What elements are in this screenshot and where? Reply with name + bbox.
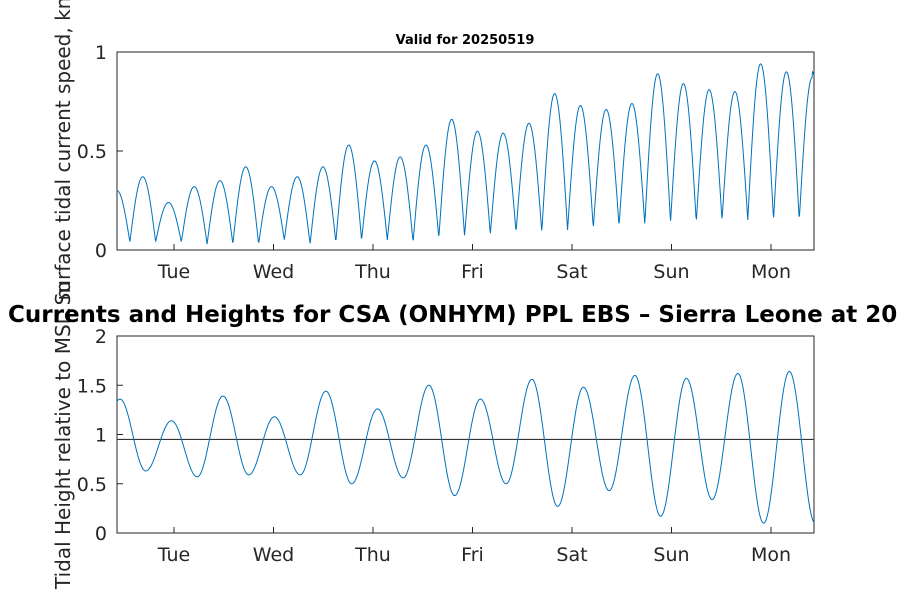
current-speed-x-tick-label: Fri: [461, 261, 484, 283]
tidal-height-x-tick-label: Fri: [461, 544, 484, 566]
tidal-height-x-tick-label: Tue: [157, 544, 190, 566]
current-speed-y-tick-label: 0.5: [77, 141, 107, 163]
tidal-height-x-tick-label: Sat: [556, 544, 587, 566]
tidal-height-y-tick-label: 1.5: [77, 375, 107, 397]
tidal-height-y-label: Tidal Height relative to MSL, m: [51, 281, 75, 590]
tidal-height-x-tick-label: Sun: [653, 544, 689, 566]
tidal-height-subplot: 0 0.5 1 1.5 2 Tue Wed Thu Fri Sat Sun Mon Tidal He…: [51, 281, 815, 590]
current-speed-y-tick-label: 1: [95, 42, 107, 64]
current-speed-x-tick-label: Wed: [253, 261, 294, 283]
current-speed-x-tick-label: Tue: [157, 261, 190, 283]
current-speed-y-ticks: 00.51: [77, 42, 123, 262]
tidal-height-y-tick-label: 0.5: [77, 474, 107, 496]
tidal-height-x-tick-label: Mon: [751, 544, 791, 566]
tidal-height-axes: [116, 335, 815, 534]
current-speed-y-label: Surface tidal current speed, kn: [51, 0, 75, 305]
tidal-height-y-tick-label: 2: [95, 326, 107, 348]
tidal-height-x-tick-label: Wed: [253, 544, 294, 566]
tidal-height-y-tick-label: 0: [95, 523, 107, 545]
current-speed-x-ticks: Tue Wed Thu Fri Sat Sun Mon: [157, 244, 791, 283]
current-speed-x-tick-label: Sun: [653, 261, 689, 283]
tidal-height-y-ticks: 0 0.5 1 1.5 2: [77, 326, 123, 545]
current-speed-subplot: 00.51 Tue Wed Thu Fri Sat Sun Mon Valid for 20…: [51, 0, 815, 305]
current-speed-x-tick-label: Sat: [556, 261, 587, 283]
current-speed-title: Valid for 20250519: [396, 33, 535, 48]
current-speed-axes: [116, 51, 815, 251]
tidal-height-y-tick-label: 1: [95, 425, 107, 447]
tidal-height-x-tick-label: Thu: [354, 544, 391, 566]
current-speed-line: [116, 63, 815, 245]
current-speed-y-tick-label: 0: [95, 240, 107, 262]
current-speed-x-tick-label: Thu: [354, 261, 391, 283]
tidal-height-x-ticks: Tue Wed Thu Fri Sat Sun Mon: [157, 527, 791, 566]
figure-title: Currents and Heights for CSA (ONHYM) PPL…: [8, 302, 897, 328]
current-speed-x-tick-label: Mon: [751, 261, 791, 283]
tidal-height-line: [116, 370, 815, 524]
